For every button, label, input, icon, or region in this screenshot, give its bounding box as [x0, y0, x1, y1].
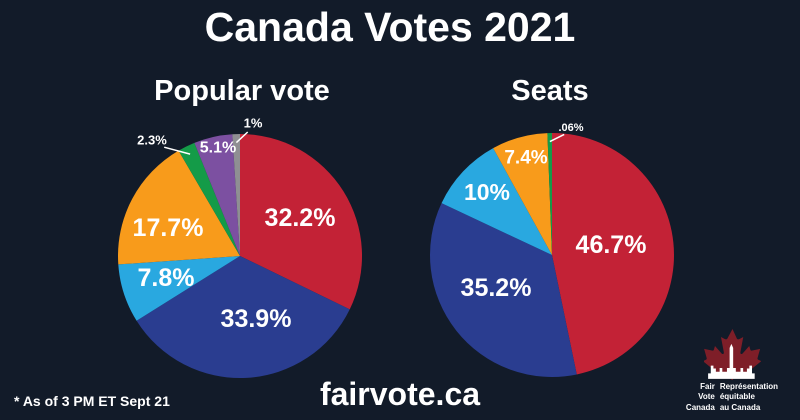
pie-slice-label: 2.3%: [137, 133, 167, 148]
logo-line: équitable: [719, 392, 755, 402]
footnote: * As of 3 PM ET Sept 21: [14, 393, 170, 409]
label-leader-line: [235, 131, 249, 144]
parliament-silhouette: [707, 343, 755, 379]
pie-slice: [547, 133, 552, 255]
chart-title-seats: Seats: [511, 75, 589, 107]
pie-slice: [194, 134, 240, 256]
pie-slice: [493, 133, 552, 255]
pie-slice-label: 7.4%: [504, 148, 547, 169]
maple-leaf-parliament-icon: [703, 328, 761, 380]
pie-slice-label: 35.2%: [461, 274, 532, 302]
pie-slice-label: 46.7%: [576, 231, 647, 259]
label-leader-line: [549, 133, 565, 143]
pie-slice: [117, 150, 240, 265]
page-title: Canada Votes 2021: [204, 4, 576, 50]
logo-text: Fair Vote Canada Représentation équitabl…: [686, 382, 778, 414]
logo-text-en: Fair Vote Canada: [686, 382, 715, 414]
logo-line: au Canada: [719, 403, 761, 413]
logo-line: Représentation: [719, 381, 779, 391]
fair-vote-canada-logo: Fair Vote Canada Représentation équitabl…: [677, 328, 787, 414]
pie-slice: [136, 256, 350, 379]
label-leader-line: [164, 146, 191, 155]
logo-line: Fair: [700, 381, 715, 391]
website-text: fairvote.ca: [319, 376, 481, 412]
logo-line: Canada: [685, 403, 715, 413]
pie-slice-label: 1%: [244, 116, 263, 131]
pie-slice-label: 10%: [464, 179, 510, 205]
pie-slice-label: .06%: [558, 122, 583, 134]
pie-slice-label: 32.2%: [265, 204, 336, 232]
pie-slice: [240, 134, 363, 310]
logo-line: Vote: [698, 392, 715, 402]
pie-slice-label: 33.9%: [221, 305, 292, 333]
pie-slice: [429, 203, 577, 377]
pie-slice-label: 7.8%: [138, 264, 195, 292]
pie-slice-label: 5.1%: [200, 140, 236, 157]
pie-slice: [178, 142, 240, 256]
pie-slice-label: 17.7%: [133, 214, 204, 242]
pie-slice: [552, 133, 674, 375]
pie-slice: [118, 256, 240, 321]
pie-slice: [441, 148, 552, 255]
logo-text-fr: Représentation équitable au Canada: [720, 382, 778, 414]
chart-title-popular-vote: Popular vote: [154, 75, 330, 107]
pie-slice: [232, 134, 240, 256]
